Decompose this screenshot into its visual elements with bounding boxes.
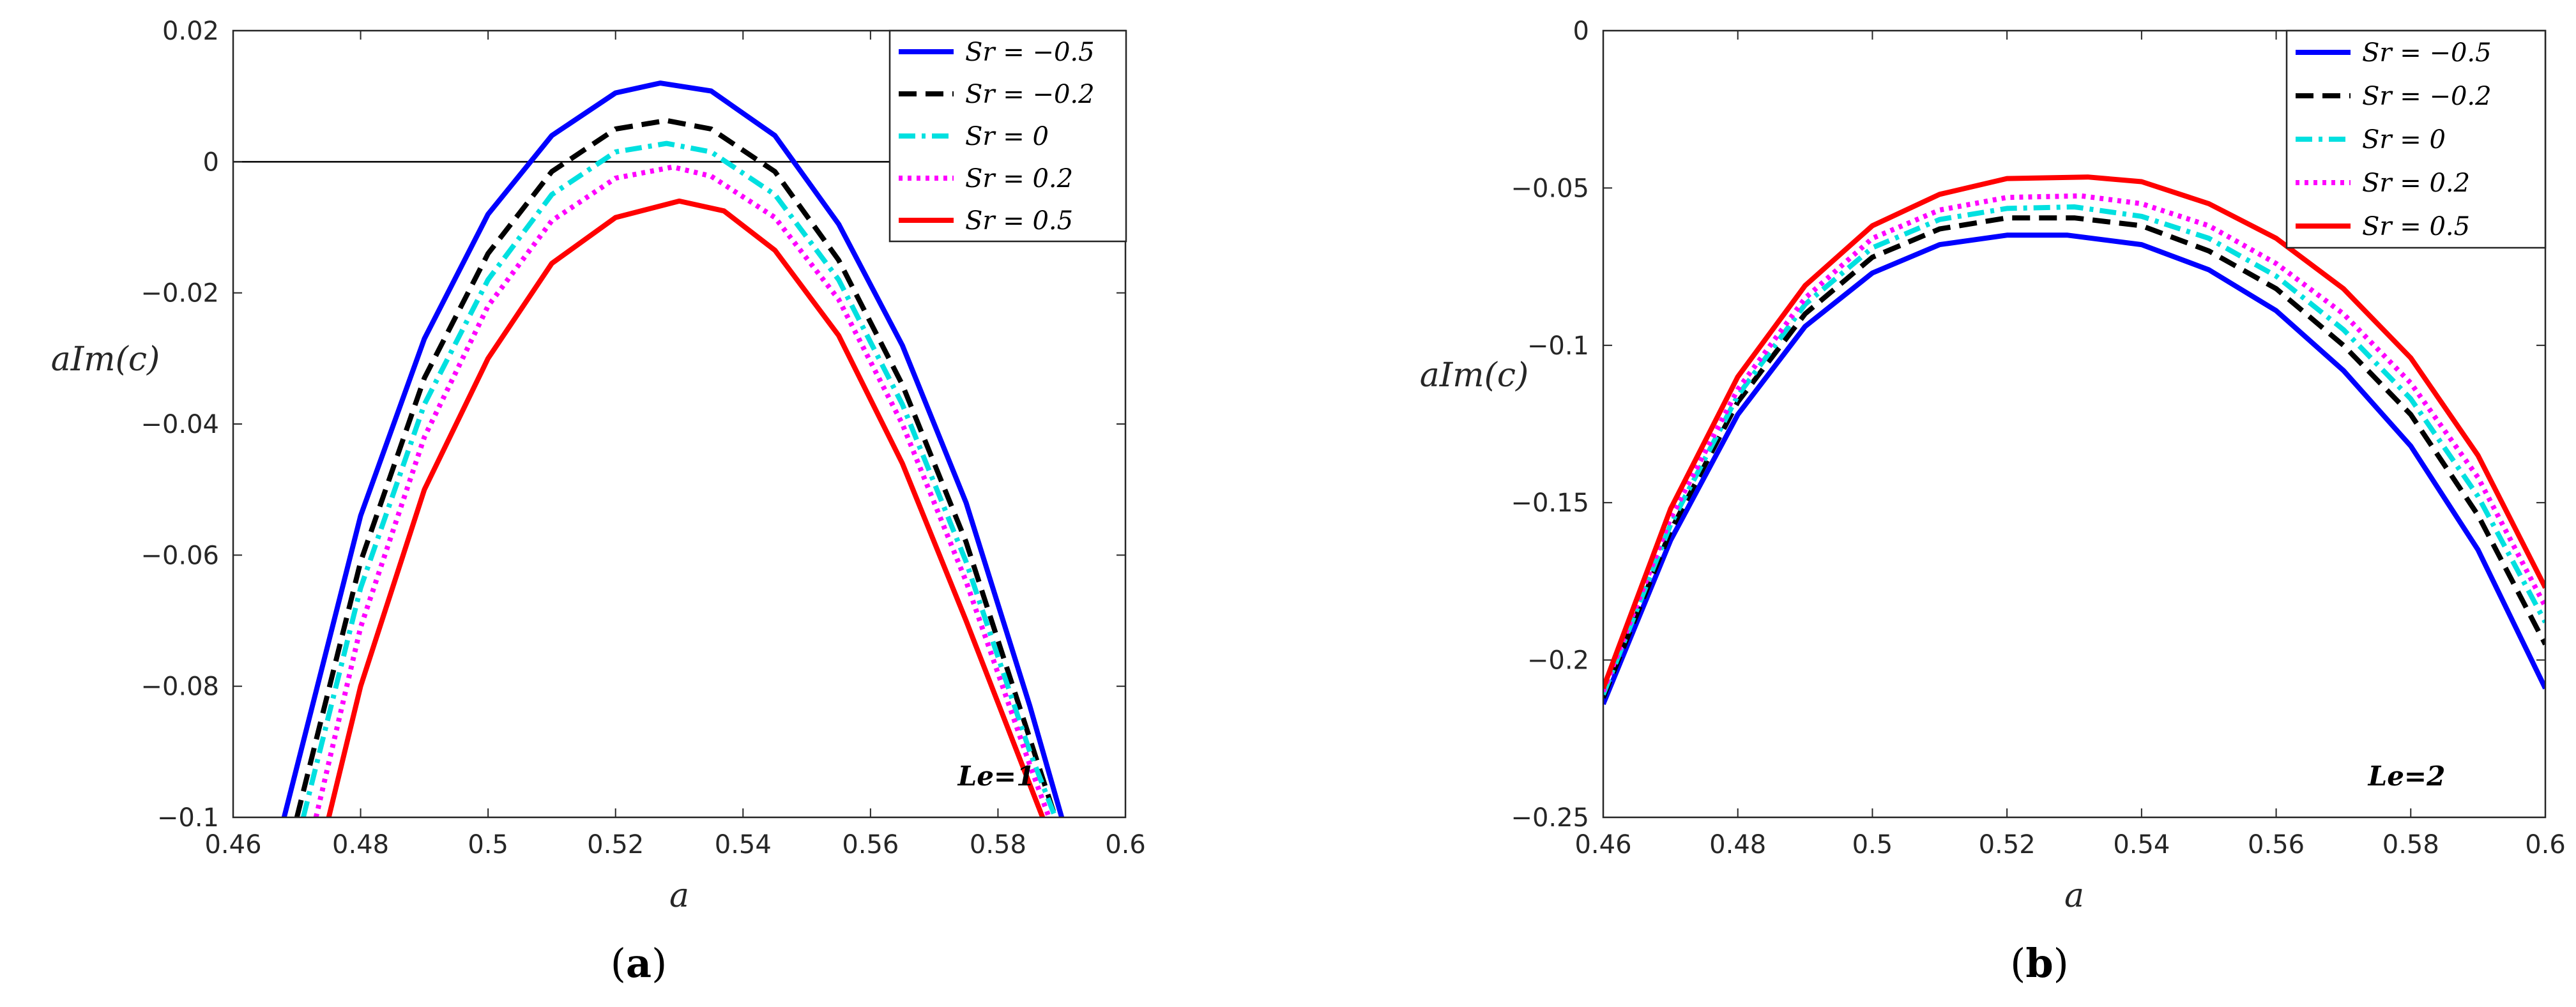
- x-tick-label: 0.46: [204, 830, 261, 859]
- axes-box: [232, 29, 1127, 819]
- legend-label: Sr = 0.2: [2362, 169, 2470, 198]
- legend: Sr = −0.5 Sr = −0.2 Sr = 0 Sr = 0.2 Sr = 0.5: [888, 29, 1127, 243]
- x-tick-label: 0.54: [2113, 830, 2170, 859]
- x-tick-label: 0.52: [1979, 830, 2036, 859]
- le-annotation: Le=1: [957, 761, 1035, 792]
- x-tick-label: 0.6: [1105, 830, 1146, 859]
- panel-a-caption: (a): [611, 940, 667, 987]
- series-line: [1603, 174, 2545, 690]
- legend-label: Sr = −0.2: [2362, 82, 2492, 111]
- series-line: [1603, 232, 2545, 706]
- legend: Sr = −0.5 Sr = −0.2 Sr = 0 Sr = 0.2 Sr = 0.5: [2285, 29, 2547, 249]
- x-tick-label: 0.58: [2382, 830, 2439, 859]
- y-tick-label: 0.02: [162, 17, 219, 46]
- panel-b: 0.46 0.48 0.5 0.52 0.54 0.56 0.58 0.6 −0.25 −0.2 −…: [1420, 17, 2566, 915]
- panel-b-caption: (b): [2010, 940, 2069, 987]
- y-tick-label: 0: [1573, 17, 1589, 46]
- legend-label: Sr = 0.2: [965, 164, 1073, 193]
- y-tick-label: −0.08: [141, 672, 219, 702]
- y-tick-label: −0.04: [141, 410, 219, 439]
- x-axis-label: a: [2064, 877, 2084, 915]
- y-axis-label: aIm(c): [1420, 356, 1529, 395]
- x-tick-label: 0.56: [842, 830, 899, 859]
- legend-label: Sr = 0.5: [2362, 212, 2470, 241]
- legend-box: [888, 29, 1127, 243]
- y-tick-label: −0.2: [1527, 646, 1589, 676]
- x-tick-label: 0.5: [1852, 830, 1893, 859]
- x-axis-label: a: [669, 877, 689, 915]
- series-line: [1603, 204, 2545, 696]
- y-tick-label: −0.05: [1511, 174, 1589, 203]
- series-line: [294, 117, 1058, 817]
- x-tick-label: 0.48: [1709, 830, 1766, 859]
- y-tick-label: −0.1: [1527, 331, 1589, 361]
- y-axis-label: aIm(c): [51, 340, 160, 379]
- series-line: [1603, 193, 2545, 693]
- y-tick-label: −0.15: [1511, 488, 1589, 518]
- y-tick-label: −0.1: [157, 803, 219, 833]
- legend-label: Sr = 0: [965, 122, 1049, 151]
- series-line: [1603, 215, 2545, 699]
- y-tick-label: −0.06: [141, 541, 219, 570]
- panel-a: 0.46 0.48 0.5 0.52 0.54 0.56 0.58 0.6 −0.1 −0.08 −…: [51, 17, 1146, 915]
- legend-label: Sr = −0.5: [2362, 38, 2492, 68]
- x-tick-label: 0.5: [468, 830, 508, 859]
- y-tick-label: −0.02: [141, 279, 219, 308]
- x-tick-label: 0.52: [587, 830, 644, 859]
- x-tick-label: 0.58: [970, 830, 1026, 859]
- legend-label: Sr = −0.2: [965, 80, 1095, 109]
- x-tick-label: 0.48: [332, 830, 389, 859]
- x-tick-label: 0.54: [715, 830, 772, 859]
- series-line: [281, 80, 1065, 817]
- y-tick-label: 0: [203, 148, 219, 177]
- legend-label: Sr = 0.5: [965, 206, 1073, 236]
- axes-box: [1602, 29, 2547, 819]
- x-tick-label: 0.56: [2248, 830, 2305, 859]
- x-tick-label: 0.6: [2525, 830, 2566, 859]
- series-line: [326, 198, 1046, 817]
- y-tick-label: −0.25: [1511, 803, 1589, 833]
- x-tick-label: 0.46: [1574, 830, 1631, 859]
- le-annotation: Le=2: [2368, 761, 2446, 792]
- legend-label: Sr = −0.5: [965, 38, 1095, 67]
- legend-label: Sr = 0: [2362, 125, 2446, 155]
